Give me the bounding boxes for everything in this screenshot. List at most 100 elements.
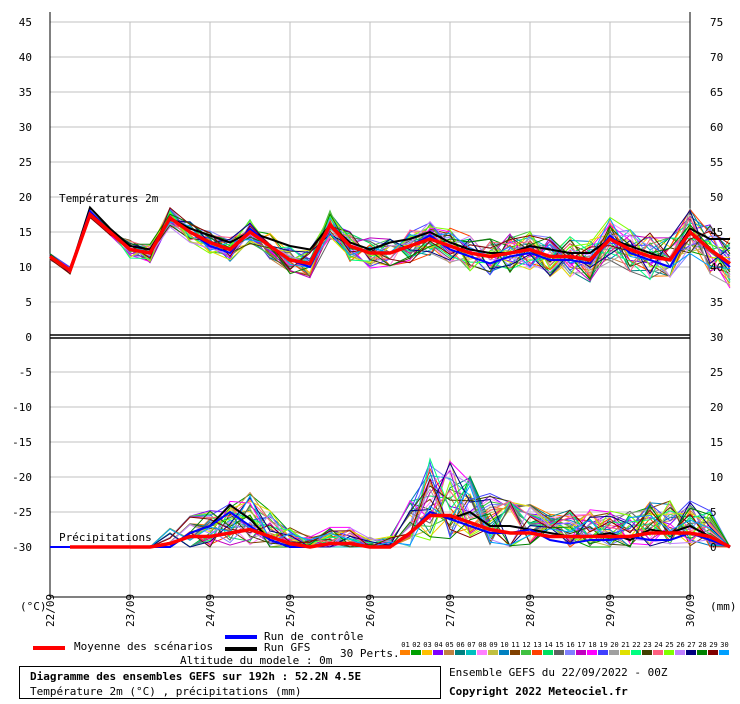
left-tick-label: 5 (25, 296, 32, 309)
left-tick-label: 40 (19, 51, 32, 64)
pert-swatch (411, 650, 421, 655)
x-tick-label: 23/09 (124, 594, 137, 627)
right-tick-label: 70 (710, 51, 723, 64)
pert-number: 22 (632, 641, 641, 649)
left-tick-label: 20 (19, 191, 32, 204)
pert-swatch (664, 650, 674, 655)
pert-swatch (433, 650, 443, 655)
pert-number: 20 (610, 641, 619, 649)
temp-line-mean (48, 211, 732, 274)
info-box: Diagramme des ensembles GEFS sur 192h : … (19, 666, 441, 699)
left-tick-label: -10 (12, 401, 32, 414)
pert-number: 27 (687, 641, 696, 649)
left-tick-label: 15 (19, 226, 32, 239)
pert-swatch (620, 650, 630, 655)
right-unit-label: (mm) (710, 600, 737, 613)
right-tick-label: 65 (710, 86, 723, 99)
right-tick-label: 75 (710, 16, 723, 29)
pert-swatch (510, 650, 520, 655)
precip-panel-label: Précipitations (59, 531, 152, 544)
right-tick-label: 35 (710, 296, 723, 309)
pert-number: 24 (654, 641, 663, 649)
pert-swatch (455, 650, 465, 655)
legend-mean-label: Moyenne des scénarios (74, 640, 214, 653)
altitude-label: Altitude du modele : 0m (180, 654, 333, 667)
right-tick-label: 50 (710, 191, 723, 204)
legend-gfs-label: Run GFS (264, 641, 311, 654)
pert-number: 28 (698, 641, 707, 649)
axis-layer (49, 12, 691, 598)
left-tick-label: -25 (12, 506, 32, 519)
pert-swatch (675, 650, 685, 655)
left-tick-label: -15 (12, 436, 32, 449)
pert-number: 16 (566, 641, 575, 649)
pert-number: 05 (445, 641, 454, 649)
right-tick-label: 20 (710, 401, 723, 414)
pert-number: 01 (401, 641, 410, 649)
legend-mean-swatch (33, 646, 65, 650)
pert-number: 17 (577, 641, 586, 649)
right-tick-label: 10 (710, 471, 723, 484)
pert-swatch (609, 650, 619, 655)
pert-number: 08 (478, 641, 487, 649)
pert-swatch (477, 650, 487, 655)
pert-swatch (686, 650, 696, 655)
grid-layer (50, 21, 690, 597)
left-tick-label: -5 (19, 366, 32, 379)
pert-number: 25 (665, 641, 674, 649)
left-tick-label: 35 (19, 86, 32, 99)
pert-swatch (576, 650, 586, 655)
pert-number: 14 (544, 641, 553, 649)
left-tick-label: 25 (19, 156, 32, 169)
pert-swatch (708, 650, 718, 655)
label-layer: 454035302520151050-5-10-15-20-25-3075706… (12, 16, 736, 627)
perturbation-lines (49, 206, 731, 548)
legend-gfs-swatch (225, 647, 257, 651)
pert-swatch (488, 650, 498, 655)
x-tick-label: 30/09 (684, 594, 697, 627)
legend-control-label: Run de contrôle (264, 630, 364, 643)
chart-title: Diagramme des ensembles GEFS sur 192h : … (30, 670, 362, 683)
left-tick-label: 45 (19, 16, 32, 29)
right-tick-label: 30 (710, 331, 723, 344)
pert-swatch (400, 650, 410, 655)
x-tick-label: 22/09 (44, 594, 57, 627)
left-tick-label: -20 (12, 471, 32, 484)
x-tick-label: 25/09 (284, 594, 297, 627)
copyright: Copyright 2022 Meteociel.fr (449, 685, 628, 698)
pert-swatch (532, 650, 542, 655)
pert-swatch (697, 650, 707, 655)
pert-swatch (642, 650, 652, 655)
pert-number: 30 (720, 641, 729, 649)
pert-swatch (543, 650, 553, 655)
pert-number: 02 (412, 641, 421, 649)
main-series-lines (48, 205, 732, 549)
left-tick-label: 0 (25, 331, 32, 344)
pert-swatch (598, 650, 608, 655)
legend-control-swatch (225, 635, 257, 639)
right-tick-label: 45 (710, 226, 723, 239)
x-tick-label: 24/09 (204, 594, 217, 627)
perturbation-precip-line (50, 461, 731, 548)
right-tick-label: 40 (710, 261, 723, 274)
temperature-panel-label: Températures 2m (59, 192, 159, 205)
perturbation-temp-line (49, 207, 731, 275)
left-unit-label: (°C) (20, 600, 47, 613)
chart-subtitle: Température 2m (°C) , précipitations (mm… (30, 685, 302, 698)
pert-swatch (466, 650, 476, 655)
perturbation-precip-line (50, 477, 731, 548)
legend-perts-label: 30 Perts. (340, 647, 400, 660)
pert-number: 18 (588, 641, 597, 649)
perturbation-precip-line (50, 460, 731, 548)
pert-swatch (719, 650, 729, 655)
perturbation-temp-line (49, 214, 731, 279)
right-tick-label: 55 (710, 156, 723, 169)
pert-number: 21 (621, 641, 630, 649)
pert-number: 09 (489, 641, 498, 649)
right-tick-label: 60 (710, 121, 723, 134)
pert-swatch (499, 650, 509, 655)
left-tick-label: 10 (19, 261, 32, 274)
perturbation-precip-line (50, 460, 731, 548)
